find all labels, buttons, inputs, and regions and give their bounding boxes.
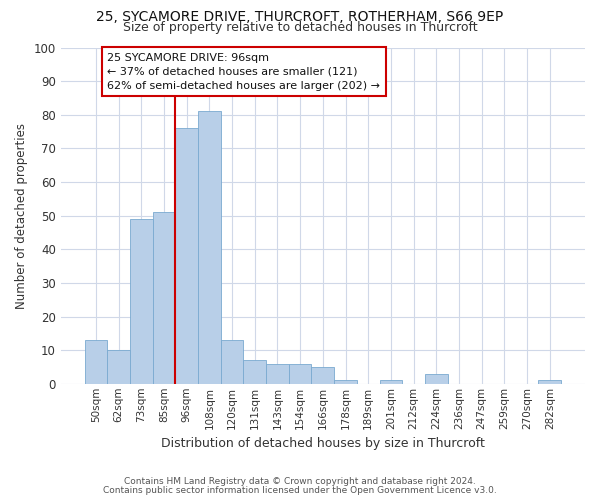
- Bar: [266, 364, 289, 384]
- Bar: [334, 380, 357, 384]
- Bar: [289, 364, 311, 384]
- Bar: [244, 360, 266, 384]
- Y-axis label: Number of detached properties: Number of detached properties: [15, 122, 28, 308]
- Text: 25, SYCAMORE DRIVE, THURCROFT, ROTHERHAM, S66 9EP: 25, SYCAMORE DRIVE, THURCROFT, ROTHERHAM…: [97, 10, 503, 24]
- Text: Size of property relative to detached houses in Thurcroft: Size of property relative to detached ho…: [122, 21, 478, 34]
- Text: Contains HM Land Registry data © Crown copyright and database right 2024.: Contains HM Land Registry data © Crown c…: [124, 477, 476, 486]
- Bar: [85, 340, 107, 384]
- Text: Contains public sector information licensed under the Open Government Licence v3: Contains public sector information licen…: [103, 486, 497, 495]
- Bar: [130, 219, 152, 384]
- Bar: [380, 380, 402, 384]
- Bar: [107, 350, 130, 384]
- Bar: [198, 112, 221, 384]
- X-axis label: Distribution of detached houses by size in Thurcroft: Distribution of detached houses by size …: [161, 437, 485, 450]
- Bar: [175, 128, 198, 384]
- Bar: [311, 367, 334, 384]
- Bar: [538, 380, 561, 384]
- Text: 25 SYCAMORE DRIVE: 96sqm
← 37% of detached houses are smaller (121)
62% of semi-: 25 SYCAMORE DRIVE: 96sqm ← 37% of detach…: [107, 52, 380, 90]
- Bar: [152, 212, 175, 384]
- Bar: [425, 374, 448, 384]
- Bar: [221, 340, 244, 384]
